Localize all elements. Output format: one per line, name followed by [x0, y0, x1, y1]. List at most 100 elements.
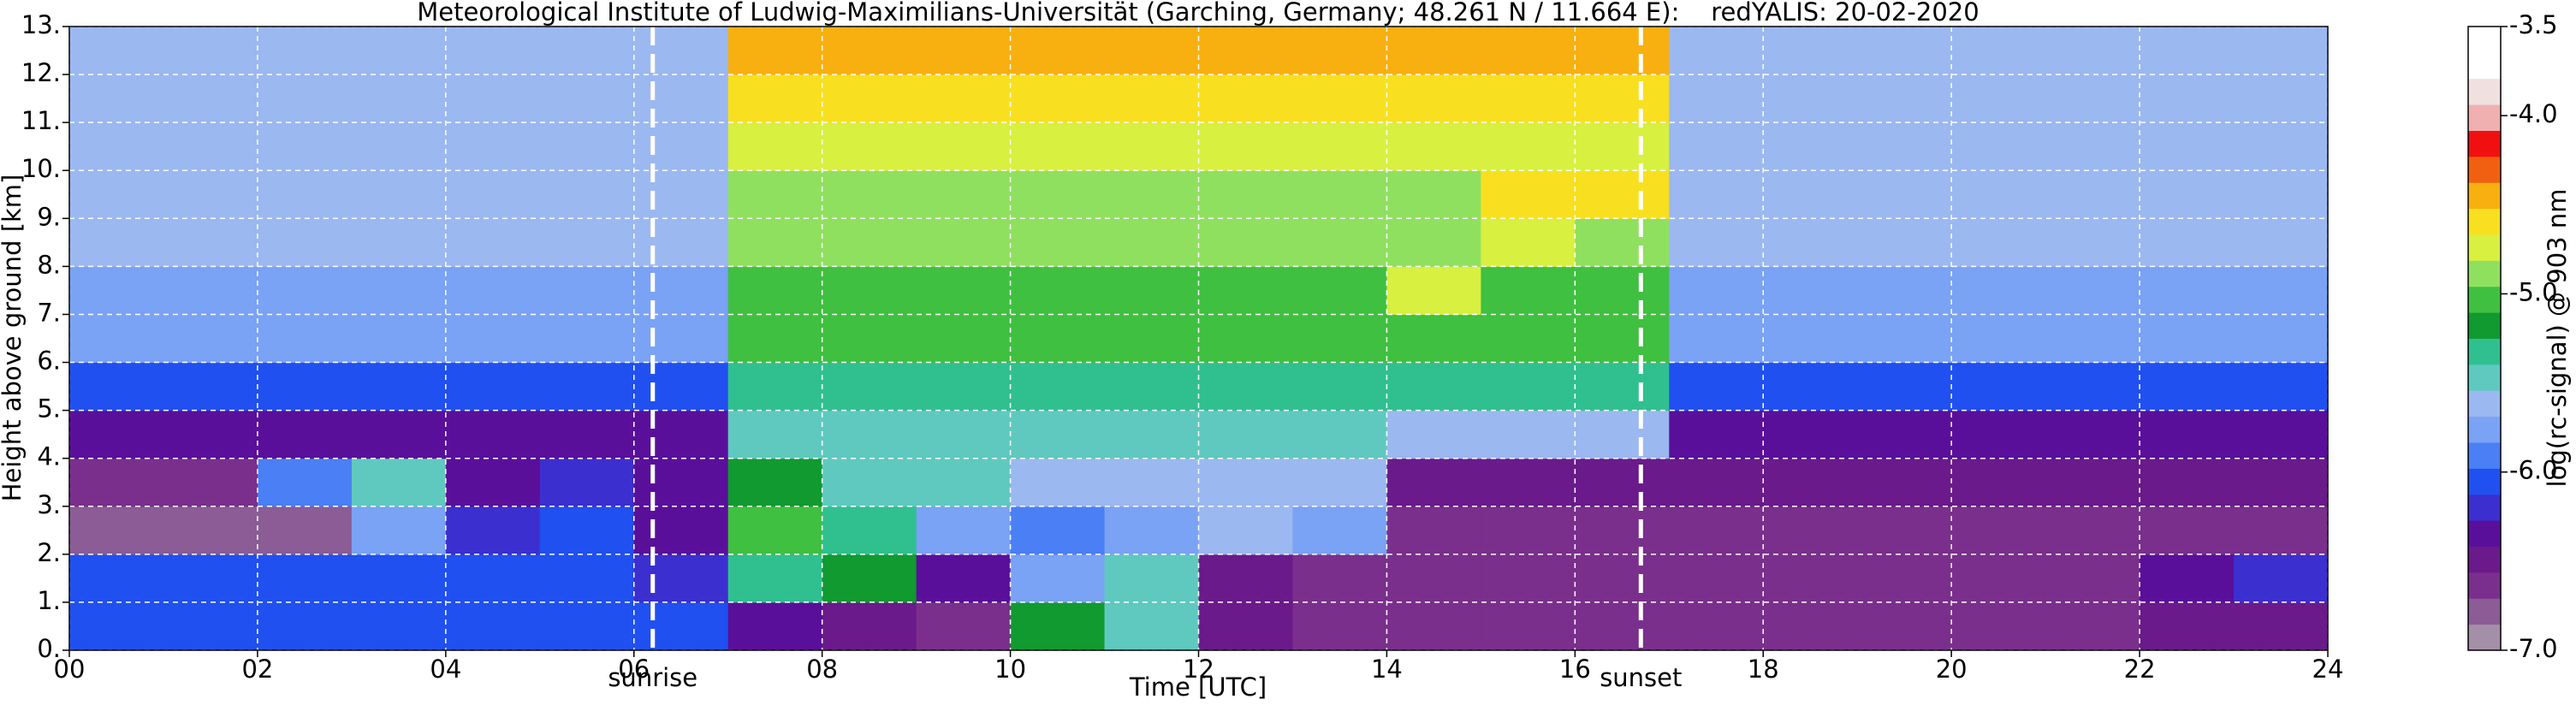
colorbar-tick-label: -7.0 — [2509, 634, 2558, 663]
y-axis-label: Height above ground [km] — [0, 175, 27, 502]
colorbar-segment — [2468, 624, 2501, 651]
heatmap-cell — [1481, 410, 1576, 459]
heatmap-cell — [1951, 362, 2046, 412]
heatmap-cell — [1198, 27, 1293, 75]
heatmap-cell — [1010, 122, 1106, 171]
heatmap-cell — [1010, 27, 1106, 75]
heatmap-cell — [351, 554, 447, 603]
heatmap-cell — [1951, 554, 2046, 603]
x-tick-label: 06 — [618, 655, 650, 684]
heatmap-cell — [445, 27, 541, 75]
heatmap-cell — [727, 554, 823, 603]
heatmap-cell — [1669, 314, 1764, 364]
heatmap-cell — [69, 601, 164, 651]
heatmap-cell — [1669, 410, 1764, 459]
heatmap-cell — [1481, 74, 1576, 123]
heatmap-cell — [916, 458, 1012, 507]
heatmap-cell — [2234, 506, 2329, 555]
colorbar-tick-label: -3.5 — [2509, 10, 2558, 39]
heatmap-cell — [539, 362, 635, 412]
heatmap-cell — [445, 458, 541, 507]
heatmap-cell — [1951, 266, 2046, 315]
heatmap-cell — [1104, 74, 1199, 123]
heatmap-cell — [822, 266, 917, 315]
x-tick-label: 18 — [1748, 655, 1779, 684]
heatmap-cell — [916, 314, 1012, 364]
colorbar-segment — [2468, 494, 2501, 521]
heatmap-cell — [633, 218, 729, 267]
colorbar-segment — [2468, 364, 2501, 391]
heatmap-cell — [1575, 266, 1670, 315]
heatmap-cell — [1669, 601, 1764, 651]
heatmap-cell — [1386, 170, 1481, 219]
colorbar-segment — [2468, 208, 2501, 235]
heatmap-cell — [257, 74, 353, 123]
colorbar-segment — [2468, 78, 2501, 105]
x-tick-label: 20 — [1936, 655, 1968, 684]
heatmap-cell — [1198, 458, 1293, 507]
colorbar-segment — [2468, 520, 2501, 547]
heatmap-cell — [916, 362, 1012, 412]
colorbar-segment — [2468, 546, 2501, 573]
heatmap-cell — [1951, 506, 2046, 555]
heatmap-cell — [2234, 218, 2329, 267]
colorbar-frame — [2467, 26, 2502, 651]
heatmap-cell — [1198, 362, 1293, 412]
heatmap-cell — [633, 122, 729, 171]
heatmap-cell — [69, 506, 164, 555]
heatmap-cell — [822, 314, 917, 364]
heatmap-cell — [1292, 266, 1387, 315]
heatmap-cell — [1951, 218, 2046, 267]
heatmap-cell — [1292, 410, 1387, 459]
heatmap-cell — [445, 506, 541, 555]
heatmap-cell — [1481, 27, 1576, 75]
chart-title: Meteorological Institute of Ludwig-Maxim… — [417, 0, 1979, 27]
heatmap-cell — [1104, 170, 1199, 219]
heatmap-cell — [257, 601, 353, 651]
heatmap-cell — [351, 27, 447, 75]
heatmap-cell — [1104, 458, 1199, 507]
heatmap-cell — [1951, 314, 2046, 364]
y-tick-label: 3. — [37, 490, 61, 519]
heatmap-cell — [163, 362, 258, 412]
heatmap-cell — [727, 506, 823, 555]
colorbar-segment — [2468, 156, 2501, 183]
heatmap-cell — [727, 601, 823, 651]
heatmap-cell — [539, 554, 635, 603]
heatmap-cell — [1386, 410, 1481, 459]
colorbar-segment — [2468, 52, 2501, 80]
heatmap-cell — [351, 170, 447, 219]
heatmap-cell — [2140, 458, 2235, 507]
heatmap-cell — [1951, 410, 2046, 459]
colorbar-segment — [2468, 598, 2501, 625]
heatmap-cell — [1669, 362, 1764, 412]
colorbar-segment — [2468, 572, 2501, 599]
heatmap-cell — [727, 27, 823, 75]
y-tick-label: 8. — [37, 250, 61, 279]
heatmap-cell — [633, 27, 729, 75]
heatmap-cell — [1010, 266, 1106, 315]
y-tick-label: 5. — [37, 394, 61, 424]
heatmap-cell — [1198, 122, 1293, 171]
heatmap-cell — [727, 362, 823, 412]
heatmap-cell — [539, 27, 635, 75]
heatmap-cell — [727, 410, 823, 459]
heatmap-cell — [2045, 554, 2140, 603]
heatmap-cell — [822, 122, 917, 171]
heatmap-cell — [2140, 122, 2235, 171]
colorbar-tick-label: -5.0 — [2509, 277, 2558, 306]
heatmap-cell — [1481, 362, 1576, 412]
heatmap-cell — [2234, 266, 2329, 315]
heatmap-cell — [916, 170, 1012, 219]
heatmap-cell — [822, 170, 917, 219]
heatmap-cell — [2234, 362, 2329, 412]
heatmap-cell — [633, 410, 729, 459]
heatmap-cell — [2140, 218, 2235, 267]
heatmap-cell — [257, 27, 353, 75]
annotation-label: sunrise — [608, 663, 697, 692]
heatmap-cell — [351, 506, 447, 555]
heatmap-cell — [916, 506, 1012, 555]
heatmap-cell — [2140, 266, 2235, 315]
y-tick-label: 0. — [37, 634, 61, 663]
heatmap-cell — [1763, 122, 1858, 171]
